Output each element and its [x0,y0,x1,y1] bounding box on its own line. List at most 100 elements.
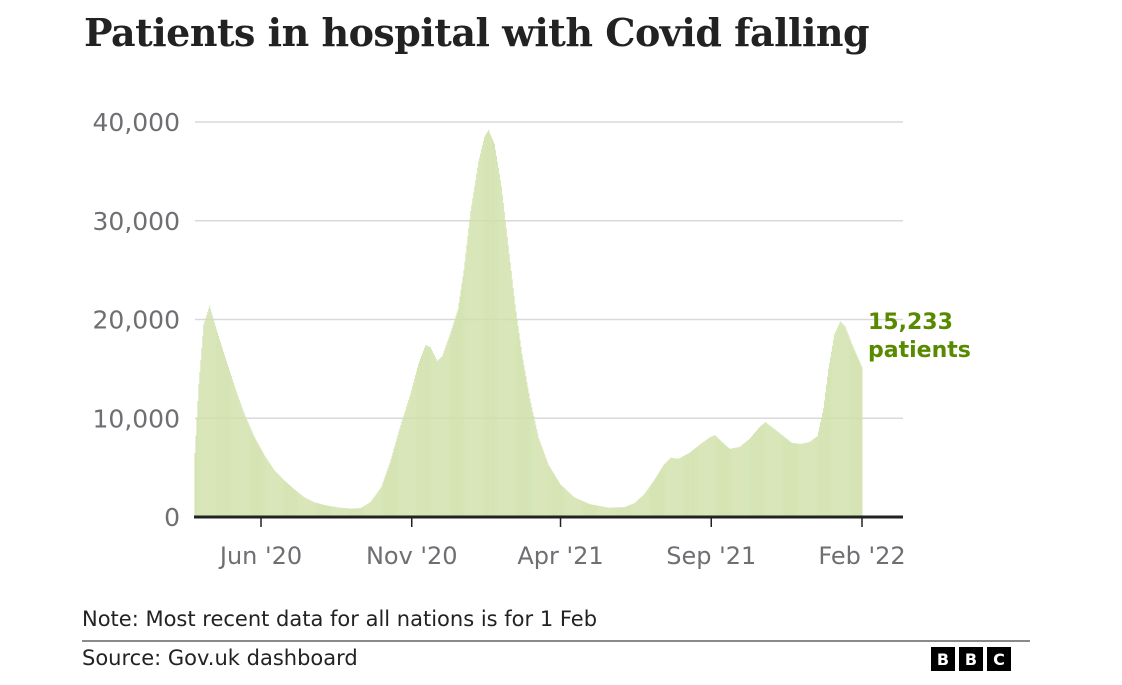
bar [758,428,759,517]
bar [820,422,821,517]
bar [215,326,217,517]
bar [272,467,274,518]
bar [703,441,705,517]
bar [716,437,718,517]
bar [330,506,332,517]
bar [287,483,288,517]
bar [382,481,384,517]
bar [505,228,507,517]
bar [385,473,387,517]
bar [858,359,860,517]
bar [229,373,231,517]
bar [715,436,717,517]
bar [553,472,554,517]
bar [354,508,355,517]
bar [196,418,198,517]
bar [609,507,611,517]
bar [804,443,806,517]
bar [736,447,738,517]
bar [639,497,641,517]
bar [478,161,480,517]
bar [808,442,810,517]
bar [278,474,280,517]
bar [638,498,640,517]
bar [623,507,624,517]
bar [520,347,522,517]
bar [328,505,330,517]
bar [617,507,619,517]
bar [844,326,846,517]
bar [771,427,773,517]
bar [700,443,702,517]
bar [496,161,498,518]
bar [283,479,285,517]
bar [599,505,601,517]
bar [812,439,814,517]
bar [634,502,636,517]
annotation-label: patients [868,338,971,363]
bar [498,174,500,517]
bar [562,487,564,517]
bar [560,484,561,517]
bar [668,459,670,517]
bar [316,503,318,517]
bar [547,462,549,517]
bar [535,424,537,517]
bar [859,362,861,517]
bar [245,417,247,517]
bar [334,506,336,517]
bar [673,458,675,517]
bar [641,496,643,517]
bar [276,472,278,517]
bar [504,220,506,518]
bar [469,219,471,517]
bar [308,499,310,517]
bar [396,438,398,517]
bar [790,442,792,517]
bar [524,370,526,517]
bar [381,484,383,517]
bbc-logo: B B C [931,647,1011,671]
bar [574,497,576,517]
bar [563,488,565,517]
bar [402,418,404,517]
bar [251,431,253,517]
bar [212,316,214,517]
bar [663,464,665,517]
bar [718,438,720,517]
bar [503,211,505,517]
bar [592,504,594,517]
bar [418,363,419,517]
bar [329,505,331,517]
bar [722,442,724,517]
y-tick-label: 30,000 [93,207,180,236]
bar [757,429,758,517]
bar [744,442,746,517]
bar [425,345,426,517]
bar [695,447,697,517]
bar [296,491,298,517]
bar [713,435,715,517]
bar [729,448,731,517]
bar [460,289,462,518]
bar [830,351,832,517]
bar [602,506,604,517]
bar [526,381,528,517]
bar [487,131,488,517]
bar [450,331,452,517]
bar [267,460,269,517]
bar [386,470,388,517]
bar [828,363,830,517]
bar [262,452,264,517]
bar [723,443,725,517]
bar [497,167,499,518]
bar [541,446,543,517]
bar [352,508,353,517]
bar [452,325,454,517]
bar [471,204,473,517]
bar [817,436,819,517]
bar [632,503,634,517]
bar [849,339,851,517]
bar [748,439,750,517]
bar [689,452,690,517]
